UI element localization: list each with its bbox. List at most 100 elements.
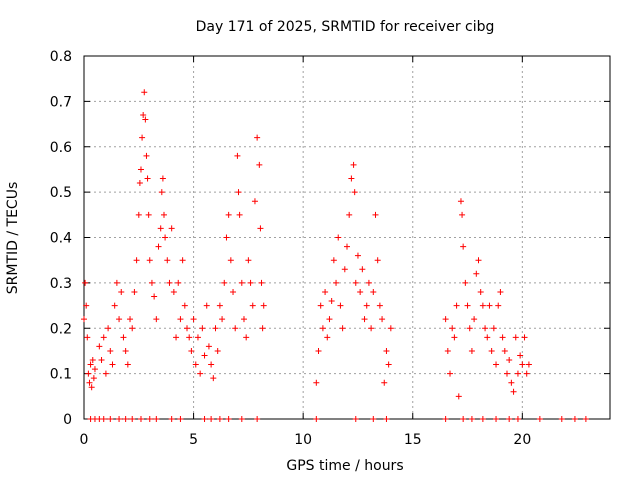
data-point xyxy=(184,325,191,332)
data-point xyxy=(442,316,449,323)
data-point xyxy=(208,361,215,368)
data-point xyxy=(216,416,223,422)
data-point xyxy=(449,325,456,332)
data-point xyxy=(258,279,265,286)
data-point xyxy=(173,334,180,341)
data-point xyxy=(82,279,89,286)
data-point xyxy=(177,316,184,323)
data-point xyxy=(238,416,245,422)
x-axis-label: GPS time / hours xyxy=(286,458,403,474)
data-point xyxy=(525,361,532,368)
data-point xyxy=(116,316,123,323)
data-point xyxy=(457,198,464,205)
data-point xyxy=(506,416,513,422)
data-point xyxy=(453,302,460,309)
data-point xyxy=(84,334,91,341)
y-tick-label: 0.1 xyxy=(50,367,72,383)
data-point xyxy=(177,416,184,422)
data-point xyxy=(188,347,195,354)
data-point xyxy=(89,357,96,364)
data-point xyxy=(166,279,173,286)
data-point xyxy=(486,302,493,309)
data-point xyxy=(350,161,357,168)
data-point xyxy=(175,279,182,286)
data-point xyxy=(129,416,136,422)
data-point xyxy=(387,325,394,332)
data-point xyxy=(319,325,326,332)
data-point xyxy=(179,257,186,264)
data-point xyxy=(133,257,140,264)
data-point xyxy=(235,189,242,196)
data-point xyxy=(315,347,322,354)
data-point xyxy=(116,416,123,422)
data-point xyxy=(383,347,390,354)
data-point xyxy=(100,334,107,341)
data-point xyxy=(328,298,335,305)
data-point xyxy=(210,375,217,382)
data-point xyxy=(482,325,489,332)
data-points xyxy=(81,89,589,422)
data-point xyxy=(223,234,230,241)
data-point xyxy=(326,316,333,323)
data-point xyxy=(144,175,151,182)
data-point xyxy=(333,279,340,286)
data-point xyxy=(339,325,346,332)
y-tick-label: 0.7 xyxy=(50,94,72,110)
y-tick-label: 0.5 xyxy=(50,185,72,201)
data-point xyxy=(225,211,232,218)
data-point xyxy=(254,134,261,141)
data-point xyxy=(245,257,252,264)
data-point xyxy=(155,243,162,250)
data-point xyxy=(232,325,239,332)
data-point xyxy=(493,416,500,422)
data-point xyxy=(146,257,153,264)
data-point xyxy=(471,316,478,323)
data-point xyxy=(460,243,467,250)
data-point xyxy=(337,302,344,309)
data-point xyxy=(344,243,350,250)
data-point xyxy=(313,379,320,386)
data-point xyxy=(225,416,232,422)
data-point xyxy=(447,370,454,377)
data-point xyxy=(153,416,160,422)
data-point xyxy=(118,288,125,295)
data-point xyxy=(85,370,92,377)
data-point xyxy=(230,288,237,295)
data-point xyxy=(127,316,134,323)
data-point xyxy=(164,257,171,264)
data-point xyxy=(102,370,109,377)
data-point xyxy=(236,211,243,218)
data-point xyxy=(322,288,329,295)
data-point xyxy=(120,334,127,341)
data-point xyxy=(151,293,158,300)
data-point xyxy=(140,111,147,118)
data-point xyxy=(105,325,112,332)
data-point xyxy=(205,343,212,350)
data-point xyxy=(219,316,226,323)
data-point xyxy=(90,375,97,382)
data-point xyxy=(464,302,471,309)
y-axis: 0 0.1 0.2 0.3 0.4 0.5 0.6 0.7 0.8 xyxy=(50,49,610,428)
data-point xyxy=(508,379,515,386)
data-point xyxy=(335,234,342,241)
data-point xyxy=(484,334,491,341)
data-point xyxy=(186,334,193,341)
data-point xyxy=(100,416,107,422)
data-point xyxy=(493,361,500,368)
data-point xyxy=(194,334,201,341)
data-point xyxy=(330,257,337,264)
data-point xyxy=(135,211,142,218)
data-point xyxy=(444,347,451,354)
data-point xyxy=(256,161,263,168)
data-point xyxy=(497,288,504,295)
data-point xyxy=(238,279,245,286)
data-point xyxy=(170,288,177,295)
data-point xyxy=(512,334,519,341)
data-point xyxy=(148,279,155,286)
x-tick-label: 10 xyxy=(294,432,312,448)
data-point xyxy=(324,334,331,341)
data-point xyxy=(247,279,254,286)
data-point xyxy=(158,189,165,196)
data-point xyxy=(510,388,517,395)
y-tick-label: 0.4 xyxy=(50,231,72,247)
